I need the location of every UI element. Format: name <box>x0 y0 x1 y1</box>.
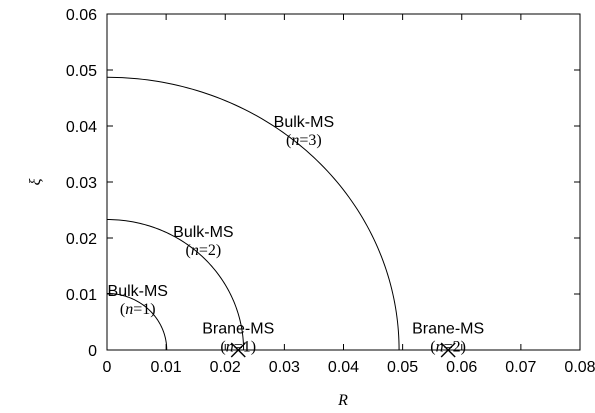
annotation-sublabel-5: (n=2) <box>430 338 466 355</box>
markers <box>230 342 456 358</box>
x-tick-label: 0.04 <box>328 359 359 376</box>
y-tick-label: 0.05 <box>66 63 97 80</box>
y-tick-label: 0.04 <box>66 119 97 136</box>
y-tick-label: 0.01 <box>66 287 97 304</box>
x-marker-2 <box>440 342 456 358</box>
annotation-sublabel-4: (n=1) <box>220 338 256 355</box>
curve-2 <box>106 219 245 351</box>
plot-frame <box>106 13 581 351</box>
y-tick-label: 0.03 <box>66 175 97 192</box>
annotation-label-2: Bulk-MS <box>173 224 233 241</box>
y-tick-labels: 0 0.01 0.02 0.03 0.04 0.05 0.06 <box>66 7 97 360</box>
annotation-label-5: Brane-MS <box>412 320 484 337</box>
x-tick-label: 0 <box>103 359 112 376</box>
annotation-sublabel-1: (n=1) <box>120 301 156 318</box>
annotation-label-3: Bulk-MS <box>274 114 334 131</box>
x-tick-label: 0.01 <box>151 359 182 376</box>
x-tick-label: 0.05 <box>387 359 418 376</box>
tick-marks <box>106 13 581 351</box>
x-tick-label: 0.06 <box>446 359 477 376</box>
annotation-sublabel-3: (n=3) <box>286 132 322 149</box>
x-tick-labels: 0 0.01 0.02 0.03 0.04 0.05 0.06 0.07 0.08 <box>103 359 595 376</box>
x-tick-label: 0.02 <box>210 359 241 376</box>
annotation-label-4: Brane-MS <box>202 320 274 337</box>
curve-3 <box>106 76 400 351</box>
x-marker-1 <box>230 342 246 358</box>
annotation-sublabel-2: (n=2) <box>186 242 222 259</box>
x-axis-label: R <box>337 392 348 409</box>
x-tick-label: 0.07 <box>505 359 536 376</box>
curve-1 <box>106 292 168 351</box>
annotations: Bulk-MS(n=1)Bulk-MS(n=2)Bulk-MS(n=3)Bran… <box>108 114 485 356</box>
x-tick-label: 0.03 <box>269 359 300 376</box>
axes <box>106 13 581 351</box>
curves <box>106 76 400 351</box>
y-axis-label: ξ <box>27 178 44 185</box>
x-tick-label: 0.08 <box>564 359 595 376</box>
y-tick-label: 0.06 <box>66 7 97 24</box>
y-tick-label: 0.02 <box>66 231 97 248</box>
annotation-label-1: Bulk-MS <box>108 283 168 300</box>
y-tick-label: 0 <box>88 343 97 360</box>
